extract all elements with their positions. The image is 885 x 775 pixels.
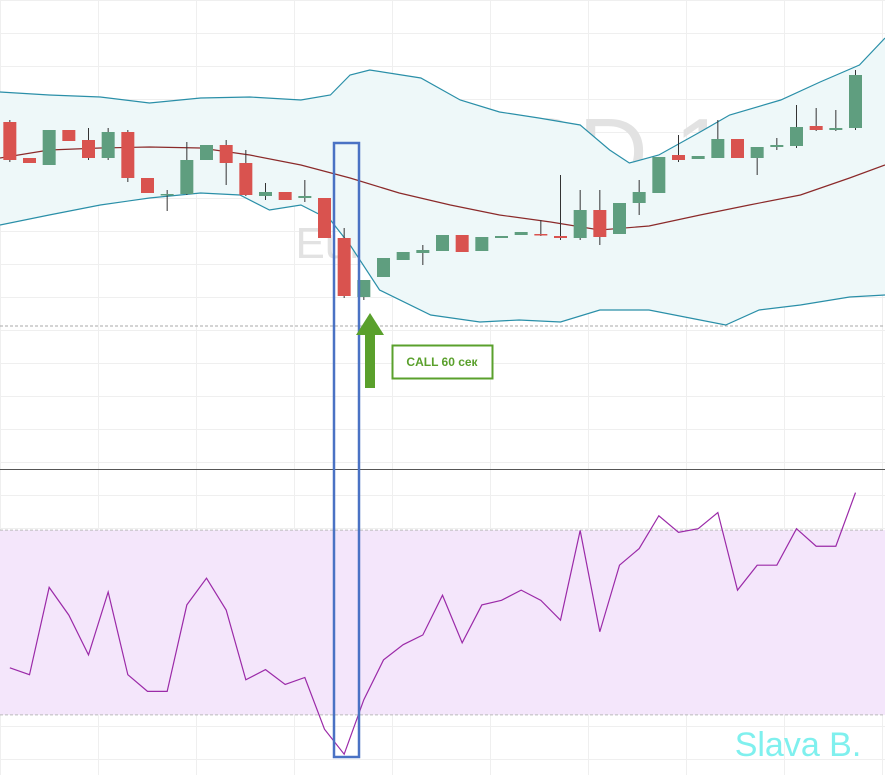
band-line (0, 146, 885, 231)
candle-body (711, 139, 725, 158)
candle-body (278, 192, 292, 200)
band-line (0, 37, 885, 164)
candle-body (475, 237, 489, 251)
candle-body (259, 192, 272, 196)
plot-layer (0, 37, 885, 756)
candle-body (573, 210, 587, 238)
candle-body (849, 75, 862, 128)
candle-body (377, 258, 390, 277)
candle-body (790, 127, 803, 146)
candle-body (534, 234, 548, 236)
annotation-box (391, 344, 494, 380)
candle-body (495, 236, 508, 238)
candle-body (239, 163, 253, 195)
candle-body (436, 235, 449, 251)
rsi-band (0, 530, 885, 715)
rsi-line (9, 492, 857, 756)
candle-body (141, 178, 154, 193)
candle-body (672, 155, 685, 160)
candle-body (337, 238, 351, 296)
candle-body (357, 280, 371, 297)
candle-body (121, 132, 135, 178)
highlight-box (332, 141, 361, 759)
candle-body (3, 122, 17, 160)
candle-body (770, 145, 784, 147)
signature: Slava B. (735, 726, 862, 764)
candle-body (691, 156, 705, 159)
candle-body (23, 158, 36, 163)
candle-body (62, 130, 76, 141)
candle-body (82, 140, 95, 158)
candle-body (652, 157, 666, 193)
candle-body (750, 147, 764, 158)
candle-body (318, 198, 331, 238)
band-fill (0, 38, 885, 325)
candle-body (180, 160, 194, 194)
candle-body (219, 145, 233, 163)
call-arrow (356, 313, 384, 388)
candle-body (101, 132, 115, 158)
candle-body (396, 252, 410, 260)
candle-body (829, 128, 843, 130)
candle-body (416, 250, 430, 253)
band-line (0, 192, 885, 326)
candle-body (200, 145, 213, 160)
candle-body (593, 210, 607, 237)
candle-body (554, 236, 567, 238)
candle-body (632, 192, 646, 203)
candle-body (613, 203, 626, 234)
candle-body (298, 196, 312, 198)
candle-body (42, 130, 56, 165)
candle-body (514, 232, 528, 235)
candle-body (809, 126, 823, 130)
annotation: CALL 60 сек (406, 355, 478, 369)
candle-body (455, 235, 469, 252)
candle-body (160, 194, 174, 196)
candle-body (731, 139, 744, 158)
